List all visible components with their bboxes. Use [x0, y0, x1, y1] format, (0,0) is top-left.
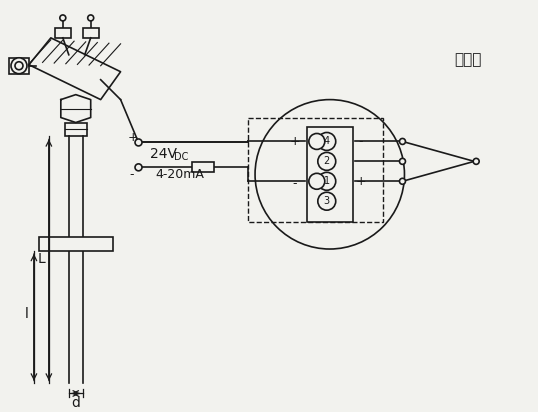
Text: 4-20mA: 4-20mA — [155, 168, 204, 181]
Text: +: + — [127, 131, 138, 144]
Circle shape — [135, 164, 142, 171]
Polygon shape — [61, 95, 91, 122]
Bar — [192, 162, 214, 172]
Bar — [9, 58, 29, 74]
Bar — [83, 28, 98, 38]
Text: L: L — [38, 252, 46, 266]
Circle shape — [400, 158, 406, 164]
Circle shape — [318, 133, 336, 150]
Text: -: - — [358, 135, 363, 148]
Polygon shape — [29, 38, 121, 100]
Text: -: - — [293, 177, 297, 190]
Circle shape — [15, 62, 23, 70]
Circle shape — [309, 173, 325, 189]
Circle shape — [318, 192, 336, 210]
Text: 1: 1 — [324, 176, 330, 186]
Circle shape — [255, 100, 405, 249]
Text: 2: 2 — [324, 157, 330, 166]
Text: +: + — [355, 175, 366, 188]
Circle shape — [400, 138, 406, 145]
Text: l: l — [25, 307, 29, 321]
Text: DC: DC — [174, 152, 189, 162]
Circle shape — [318, 172, 336, 190]
Text: 24V: 24V — [151, 147, 178, 162]
Circle shape — [400, 178, 406, 184]
Circle shape — [473, 158, 479, 164]
Circle shape — [88, 15, 94, 21]
Circle shape — [135, 139, 142, 146]
Circle shape — [11, 58, 27, 74]
Text: d: d — [72, 396, 80, 410]
Bar — [307, 126, 353, 222]
Circle shape — [318, 152, 336, 170]
Bar — [39, 237, 112, 251]
Text: -: - — [129, 168, 134, 181]
Circle shape — [309, 133, 325, 150]
Bar — [65, 122, 87, 136]
Circle shape — [60, 15, 66, 21]
Text: 3: 3 — [324, 196, 330, 206]
Text: +: + — [289, 135, 300, 148]
Text: 4: 4 — [324, 136, 330, 146]
Text: 热电偶: 热电偶 — [454, 52, 482, 67]
Bar — [248, 117, 383, 222]
Bar — [55, 28, 71, 38]
